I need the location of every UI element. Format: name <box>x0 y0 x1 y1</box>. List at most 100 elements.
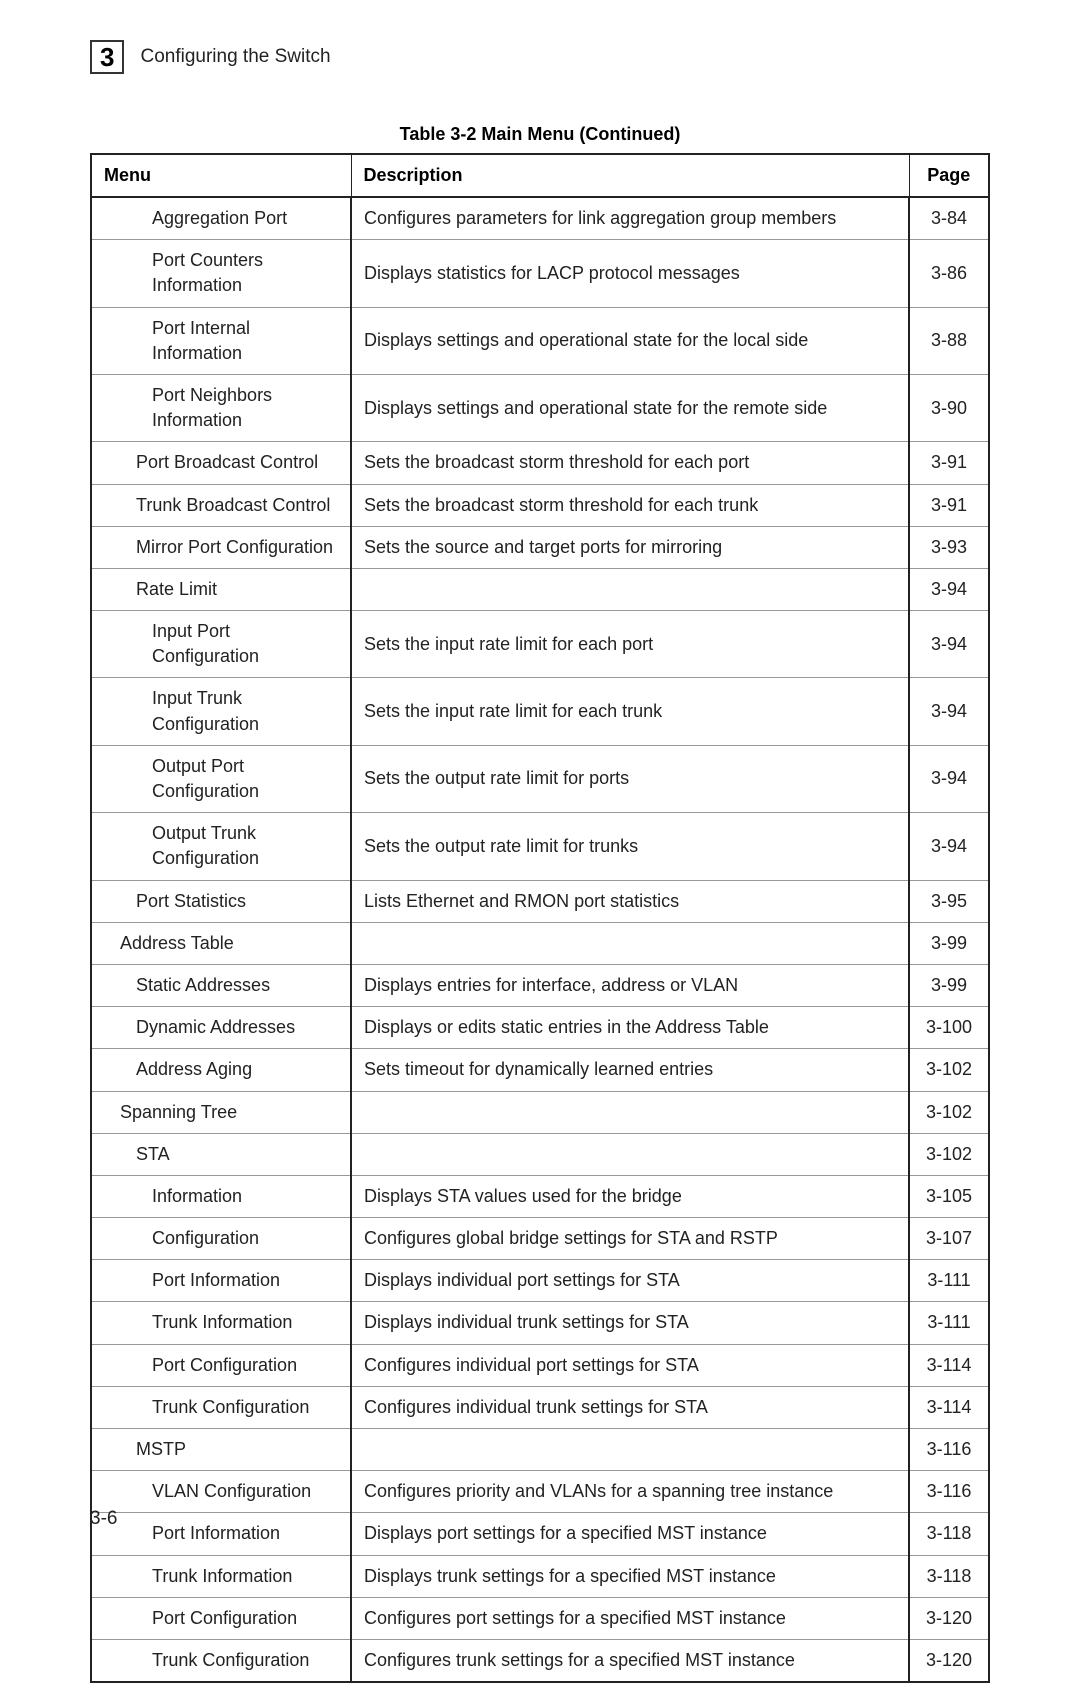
description-cell: Configures trunk settings for a specifie… <box>351 1639 909 1682</box>
page-number: 3-6 <box>90 1508 117 1530</box>
page-cell: 3-114 <box>909 1386 989 1428</box>
menu-cell: Information <box>91 1175 351 1217</box>
table-row: Port InformationDisplays individual port… <box>91 1260 989 1302</box>
description-cell: Displays settings and operational state … <box>351 374 909 441</box>
table-row: Port StatisticsLists Ethernet and RMON p… <box>91 880 989 922</box>
table-row: VLAN ConfigurationConfigures priority an… <box>91 1471 989 1513</box>
chapter-number: 3 <box>100 42 114 72</box>
description-cell: Displays settings and operational state … <box>351 307 909 374</box>
menu-cell: STA <box>91 1133 351 1175</box>
page-cell: 3-94 <box>909 745 989 812</box>
description-cell: Displays entries for interface, address … <box>351 964 909 1006</box>
description-cell: Sets the output rate limit for trunks <box>351 813 909 880</box>
description-cell: Displays individual port settings for ST… <box>351 1260 909 1302</box>
description-cell: Displays trunk settings for a specified … <box>351 1555 909 1597</box>
table-row: Port InformationDisplays port settings f… <box>91 1513 989 1555</box>
page-cell: 3-84 <box>909 197 989 240</box>
menu-cell: Static Addresses <box>91 964 351 1006</box>
table-row: Port ConfigurationConfigures port settin… <box>91 1597 989 1639</box>
table-row: Address Table 3-99 <box>91 922 989 964</box>
page-cell: 3-94 <box>909 568 989 610</box>
table-row: Aggregation PortConfigures parameters fo… <box>91 197 989 240</box>
menu-cell: Dynamic Addresses <box>91 1007 351 1049</box>
column-header-page: Page <box>909 154 989 197</box>
menu-cell: Port Neighbors Information <box>91 374 351 441</box>
table-header-row: Menu Description Page <box>91 154 989 197</box>
description-cell: Sets the input rate limit for each trunk <box>351 678 909 745</box>
page-cell: 3-86 <box>909 240 989 307</box>
table-row: Port ConfigurationConfigures individual … <box>91 1344 989 1386</box>
table-row: Spanning Tree3-102 <box>91 1091 989 1133</box>
page-cell: 3-120 <box>909 1597 989 1639</box>
description-cell: Sets timeout for dynamically learned ent… <box>351 1049 909 1091</box>
page-cell: 3-91 <box>909 442 989 484</box>
page-cell: 3-102 <box>909 1133 989 1175</box>
column-header-description: Description <box>351 154 909 197</box>
menu-cell: Output Trunk Configuration <box>91 813 351 880</box>
page-cell: 3-118 <box>909 1555 989 1597</box>
menu-cell: Port Broadcast Control <box>91 442 351 484</box>
page-cell: 3-94 <box>909 611 989 678</box>
description-cell: Sets the broadcast storm threshold for e… <box>351 484 909 526</box>
description-cell: Displays STA values used for the bridge <box>351 1175 909 1217</box>
page-cell: 3-111 <box>909 1260 989 1302</box>
menu-cell: Port Configuration <box>91 1597 351 1639</box>
menu-cell: Input Trunk Configuration <box>91 678 351 745</box>
page-cell: 3-94 <box>909 678 989 745</box>
page-cell: 3-99 <box>909 922 989 964</box>
description-cell: Displays individual trunk settings for S… <box>351 1302 909 1344</box>
page-cell: 3-116 <box>909 1429 989 1471</box>
menu-cell: Port Internal Information <box>91 307 351 374</box>
column-header-menu: Menu <box>91 154 351 197</box>
description-cell: Configures priority and VLANs for a span… <box>351 1471 909 1513</box>
menu-cell: Address Aging <box>91 1049 351 1091</box>
description-cell <box>351 1429 909 1471</box>
menu-cell: Spanning Tree <box>91 1091 351 1133</box>
table-row: STA 3-102 <box>91 1133 989 1175</box>
table-row: InformationDisplays STA values used for … <box>91 1175 989 1217</box>
table-row: Trunk Broadcast ControlSets the broadcas… <box>91 484 989 526</box>
description-cell: Sets the input rate limit for each port <box>351 611 909 678</box>
page-cell: 3-120 <box>909 1639 989 1682</box>
description-cell: Lists Ethernet and RMON port statistics <box>351 880 909 922</box>
menu-cell: Output Port Configuration <box>91 745 351 812</box>
page-cell: 3-93 <box>909 526 989 568</box>
page-cell: 3-107 <box>909 1218 989 1260</box>
description-cell <box>351 1091 909 1133</box>
table-row: Port Internal InformationDisplays settin… <box>91 307 989 374</box>
table-row: Trunk InformationDisplays individual tru… <box>91 1302 989 1344</box>
page-cell: 3-118 <box>909 1513 989 1555</box>
table-row: Static AddressesDisplays entries for int… <box>91 964 989 1006</box>
menu-cell: Mirror Port Configuration <box>91 526 351 568</box>
page-cell: 3-105 <box>909 1175 989 1217</box>
page-cell: 3-102 <box>909 1049 989 1091</box>
menu-cell: Trunk Information <box>91 1302 351 1344</box>
description-cell <box>351 922 909 964</box>
table-row: Trunk ConfigurationConfigures trunk sett… <box>91 1639 989 1682</box>
description-cell <box>351 568 909 610</box>
menu-cell: Aggregation Port <box>91 197 351 240</box>
page-cell: 3-114 <box>909 1344 989 1386</box>
table-row: Input Trunk ConfigurationSets the input … <box>91 678 989 745</box>
page-cell: 3-90 <box>909 374 989 441</box>
menu-cell: Rate Limit <box>91 568 351 610</box>
description-cell: Configures global bridge settings for ST… <box>351 1218 909 1260</box>
description-cell: Sets the source and target ports for mir… <box>351 526 909 568</box>
table-row: MSTP 3-116 <box>91 1429 989 1471</box>
page-cell: 3-116 <box>909 1471 989 1513</box>
menu-cell: Port Information <box>91 1513 351 1555</box>
description-cell: Configures parameters for link aggregati… <box>351 197 909 240</box>
description-cell <box>351 1133 909 1175</box>
table-row: Port Counters InformationDisplays statis… <box>91 240 989 307</box>
table-row: Dynamic AddressesDisplays or edits stati… <box>91 1007 989 1049</box>
menu-cell: MSTP <box>91 1429 351 1471</box>
menu-cell: Address Table <box>91 922 351 964</box>
table-row: ConfigurationConfigures global bridge se… <box>91 1218 989 1260</box>
menu-cell: Trunk Configuration <box>91 1639 351 1682</box>
table-row: Mirror Port ConfigurationSets the source… <box>91 526 989 568</box>
menu-cell: Input Port Configuration <box>91 611 351 678</box>
description-cell: Configures individual port settings for … <box>351 1344 909 1386</box>
description-cell: Displays statistics for LACP protocol me… <box>351 240 909 307</box>
table-row: Output Trunk ConfigurationSets the outpu… <box>91 813 989 880</box>
table-row: Input Port ConfigurationSets the input r… <box>91 611 989 678</box>
